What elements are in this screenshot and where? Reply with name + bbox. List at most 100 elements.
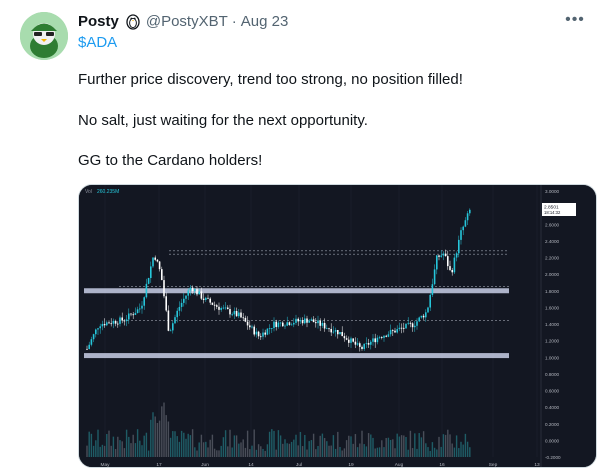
volume-bar bbox=[431, 442, 434, 457]
more-options-icon[interactable]: ••• bbox=[565, 11, 585, 28]
volume-bar bbox=[128, 436, 130, 457]
volume-bar bbox=[466, 441, 469, 457]
candle-body bbox=[207, 297, 209, 299]
volume-bar bbox=[262, 448, 264, 457]
candle-body bbox=[90, 339, 93, 345]
candle-body bbox=[440, 255, 442, 257]
candle-body bbox=[312, 319, 315, 323]
volume-bar bbox=[429, 450, 431, 457]
volume-bar bbox=[189, 435, 192, 457]
candle-body bbox=[119, 317, 121, 324]
volume-bar bbox=[207, 447, 209, 457]
volume-bar bbox=[436, 449, 438, 457]
candle-body bbox=[88, 344, 90, 350]
volume-bar bbox=[103, 445, 106, 457]
volume-bar bbox=[398, 436, 401, 457]
volume-bar bbox=[141, 445, 143, 457]
volume-bar bbox=[255, 449, 258, 457]
volume-bar bbox=[271, 429, 273, 457]
tweet-date[interactable]: Aug 23 bbox=[240, 12, 289, 30]
candle-body bbox=[145, 283, 148, 298]
volume-bar bbox=[389, 439, 392, 457]
volume-bar bbox=[359, 443, 361, 457]
candle-body bbox=[348, 339, 350, 343]
candle-body bbox=[271, 328, 273, 329]
candle-body bbox=[425, 312, 427, 318]
y-tick-label: -0.2000 bbox=[545, 455, 561, 460]
volume-bar bbox=[196, 450, 198, 457]
avatar[interactable] bbox=[20, 12, 68, 60]
candle-body bbox=[123, 320, 126, 322]
user-handle[interactable]: @PostyXBT bbox=[145, 12, 228, 30]
cashtag-link[interactable]: $ADA bbox=[78, 34, 118, 51]
volume-value-label: 260.235M bbox=[97, 189, 119, 195]
candle-body bbox=[363, 343, 365, 349]
volume-bar bbox=[414, 433, 416, 457]
candle-body bbox=[158, 261, 161, 270]
y-tick-label: 1.2000 bbox=[545, 339, 559, 344]
candle-body bbox=[130, 313, 132, 315]
candle-body bbox=[211, 302, 214, 305]
y-tick-label: 1.6000 bbox=[545, 305, 559, 310]
display-name[interactable]: Posty bbox=[78, 12, 119, 30]
y-tick-label: 0.6000 bbox=[545, 389, 559, 394]
y-tick-label: 1.4000 bbox=[545, 322, 559, 327]
candle-body bbox=[295, 318, 297, 323]
candle-body bbox=[246, 321, 249, 326]
volume-bar bbox=[260, 446, 262, 457]
volume-bar bbox=[123, 448, 126, 457]
candle-body bbox=[361, 346, 363, 349]
candle-body bbox=[132, 314, 134, 316]
volume-bar bbox=[158, 420, 161, 457]
volume-bar bbox=[163, 402, 165, 457]
candle-body bbox=[191, 287, 194, 292]
candle-body bbox=[165, 296, 167, 311]
candle-body bbox=[205, 297, 207, 300]
candle-body bbox=[288, 322, 291, 325]
candle-body bbox=[147, 277, 150, 284]
candle-body bbox=[381, 337, 383, 338]
candle-body bbox=[279, 322, 282, 324]
volume-bar bbox=[161, 406, 163, 457]
volume-bar bbox=[425, 443, 427, 457]
volume-bar bbox=[139, 440, 141, 457]
candle-body bbox=[359, 343, 361, 347]
y-tick-label: 2.4000 bbox=[545, 239, 559, 244]
volume-bar bbox=[420, 437, 423, 457]
candle-body bbox=[121, 317, 123, 321]
candle-body bbox=[455, 253, 458, 258]
volume-bar bbox=[240, 442, 242, 457]
candle-body bbox=[343, 336, 346, 339]
volume-bar bbox=[249, 449, 251, 457]
volume-bar bbox=[348, 435, 350, 457]
candle-body bbox=[273, 321, 275, 329]
volume-bar bbox=[257, 444, 260, 457]
candle-body bbox=[378, 337, 381, 338]
candle-body bbox=[392, 330, 394, 331]
candle-body bbox=[163, 280, 165, 297]
candle-body bbox=[297, 318, 299, 322]
volume-bar bbox=[101, 444, 104, 457]
volume-bar bbox=[341, 450, 343, 457]
volume-bar bbox=[266, 444, 269, 457]
volume-bar bbox=[134, 443, 137, 457]
candle-body bbox=[466, 213, 469, 221]
volume-bar bbox=[156, 422, 159, 457]
volume-bar bbox=[213, 448, 216, 457]
x-tick-label: 16 bbox=[439, 462, 445, 468]
volume-bar bbox=[469, 447, 471, 457]
candle-body bbox=[317, 320, 319, 324]
tweet-media-chart[interactable]: 3.00002.80002.60002.40002.20002.00001.80… bbox=[78, 184, 597, 468]
volume-bar bbox=[235, 435, 238, 457]
volume-bar bbox=[165, 415, 167, 457]
volume-bar bbox=[337, 431, 339, 457]
volume-bar bbox=[211, 434, 214, 457]
candle-body bbox=[134, 313, 137, 315]
volume-bar bbox=[99, 446, 101, 457]
candle-body bbox=[249, 325, 251, 328]
y-tick-label: 2.6000 bbox=[545, 222, 559, 227]
candle-body bbox=[341, 332, 343, 337]
volume-bar bbox=[183, 432, 185, 457]
candle-body bbox=[161, 269, 163, 281]
